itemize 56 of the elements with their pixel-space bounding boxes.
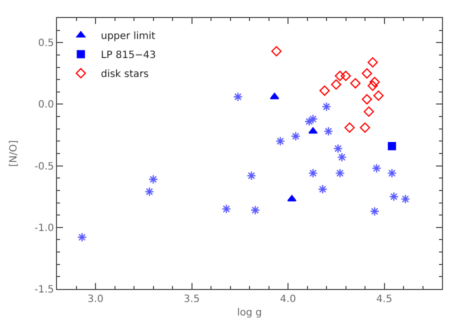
point <box>308 114 318 124</box>
point <box>350 78 361 88</box>
x-tick-label: 3.5 <box>184 294 200 305</box>
point <box>335 168 345 178</box>
point <box>271 46 282 56</box>
point <box>368 80 378 91</box>
point <box>387 168 397 178</box>
point <box>362 68 372 79</box>
point <box>364 106 374 117</box>
point <box>334 70 346 82</box>
legend-label: upper limit <box>100 31 156 42</box>
legend-label: LP 815−43 <box>100 50 156 62</box>
point <box>144 186 154 196</box>
point <box>270 92 280 100</box>
point <box>389 192 399 202</box>
y-tick-label: -1.5 <box>34 284 54 296</box>
point <box>233 92 243 102</box>
point <box>344 122 355 133</box>
point <box>362 94 372 104</box>
point <box>318 184 328 194</box>
y-axis-title: [N/O] <box>8 140 20 167</box>
point <box>400 194 410 204</box>
point <box>222 204 232 214</box>
point <box>276 136 286 146</box>
point <box>369 76 380 88</box>
y-tick-label: -1.0 <box>34 222 54 234</box>
point <box>287 194 296 202</box>
point <box>373 90 384 101</box>
x-tick-label: 4.5 <box>376 294 392 305</box>
point <box>360 122 370 133</box>
point <box>330 79 342 90</box>
point <box>372 163 382 174</box>
legend-label: disk stars <box>100 69 149 80</box>
point <box>340 70 351 82</box>
point <box>308 127 318 134</box>
y-tick-label: 0.5 <box>38 38 54 50</box>
point <box>290 131 300 142</box>
point <box>77 232 87 242</box>
point <box>333 144 343 154</box>
point <box>304 116 314 126</box>
x-tick-label: 3.0 <box>88 294 104 305</box>
point <box>246 170 256 180</box>
point <box>250 205 260 215</box>
point <box>322 102 332 112</box>
point <box>148 174 158 184</box>
y-tick-label: 0.0 <box>38 100 54 111</box>
y-tick-label: -0.5 <box>34 161 54 172</box>
x-axis-title: log g <box>237 308 262 318</box>
point <box>337 152 347 162</box>
point <box>308 168 318 178</box>
point <box>319 86 330 96</box>
x-tick-label: 4.0 <box>280 294 296 305</box>
point <box>324 126 334 136</box>
point <box>368 57 378 68</box>
point <box>388 142 396 150</box>
point <box>370 206 380 216</box>
